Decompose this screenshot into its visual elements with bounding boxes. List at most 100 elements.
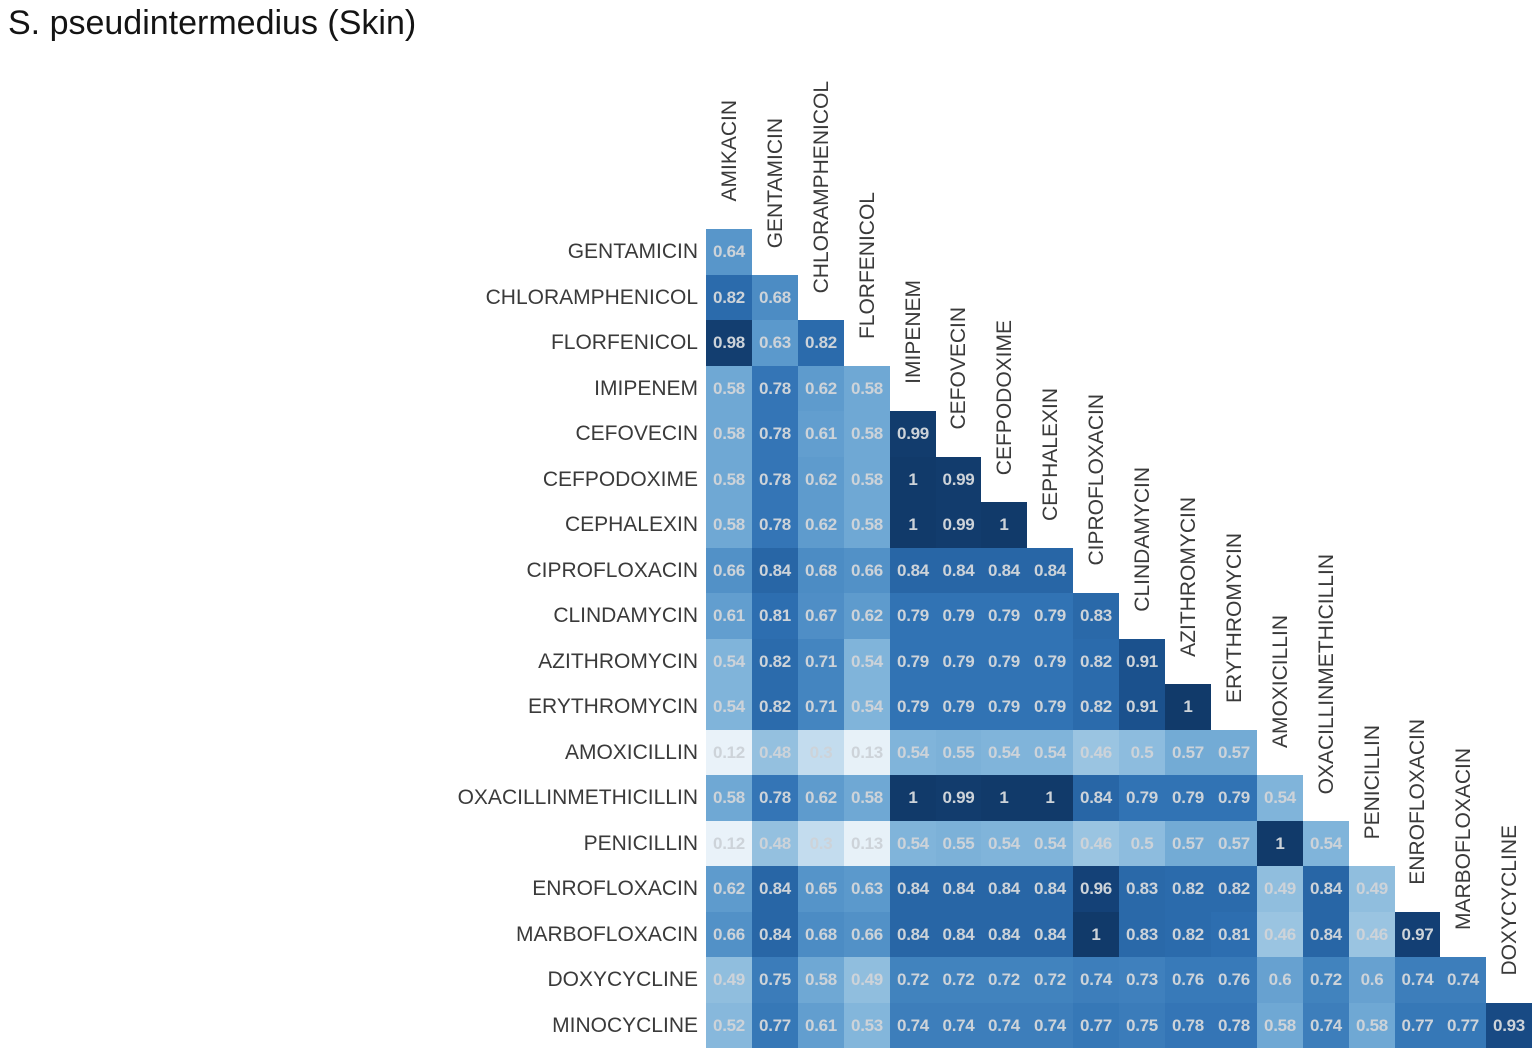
heatmap-cell: 0.66 [706,548,752,593]
heatmap-cell: 0.62 [798,775,844,821]
heatmap-cell: 0.5 [1119,730,1165,775]
heatmap-cell: 0.71 [798,684,844,730]
row-label: ENROFLOXACIN [532,877,698,900]
heatmap-cell: 0.84 [890,548,936,593]
row-label: AZITHROMYCIN [538,649,698,673]
heatmap-cell: 0.84 [890,866,936,912]
heatmap-cell: 0.99 [936,457,981,502]
heatmap-cell: 0.74 [1073,957,1119,1003]
heatmap-cell: 0.58 [844,457,890,502]
heatmap-cell: 0.79 [890,593,936,639]
heatmap-cell: 0.84 [981,548,1027,593]
heatmap-cell: 0.75 [1119,1003,1165,1048]
heatmap-cell: 0.54 [890,730,936,775]
heatmap-cell: 0.66 [706,912,752,957]
heatmap-cell: 0.58 [844,502,890,548]
heatmap-cell: 0.62 [706,866,752,912]
col-label: ERYTHROMYCIN [1222,533,1246,703]
heatmap-cell: 0.79 [981,593,1027,639]
heatmap-cell: 0.74 [890,1003,936,1048]
heatmap-cell: 0.58 [844,411,890,457]
heatmap-cell: 0.84 [1027,548,1073,593]
heatmap-cell: 0.84 [752,912,798,957]
row-label: FLORFENICOL [550,331,698,354]
col-label: AMOXICILLIN [1268,614,1292,748]
heatmap-cell: 0.58 [706,411,752,457]
heatmap-cell: 0.79 [1027,593,1073,639]
heatmap-cell: 0.53 [844,1003,890,1048]
heatmap-cell: 0.46 [1349,912,1395,957]
heatmap-cell: 0.58 [706,366,752,411]
heatmap-cell: 0.49 [844,957,890,1003]
row-label: CEPHALEXIN [564,513,698,536]
heatmap-cell: 0.12 [706,730,752,775]
heatmap-cell: 0.54 [1027,821,1073,866]
heatmap-cell: 0.91 [1119,684,1165,730]
heatmap-cell: 0.54 [981,730,1027,775]
heatmap-cell: 0.71 [798,639,844,684]
heatmap-cell: 0.97 [1395,912,1440,957]
heatmap-cell: 0.82 [752,639,798,684]
heatmap-cell: 0.54 [890,821,936,866]
row-label: CEFPODOXIME [542,467,698,491]
heatmap-cell: 0.54 [844,639,890,684]
heatmap-cell: 0.82 [706,275,752,320]
page-title: S. pseudintermedius (Skin) [8,4,417,42]
heatmap-cell: 0.13 [844,821,890,866]
heatmap-cell: 0.99 [890,411,936,457]
heatmap-cell: 0.99 [936,502,981,548]
heatmap-cell: 0.81 [752,593,798,639]
heatmap-cell: 0.84 [981,912,1027,957]
heatmap-cell: 0.82 [1073,639,1119,684]
heatmap-cell: 0.74 [1027,1003,1073,1048]
heatmap-cell: 0.72 [890,957,936,1003]
heatmap-cell: 0.84 [1027,866,1073,912]
heatmap-cell: 0.78 [1165,1003,1211,1048]
heatmap-cell: 0.78 [752,366,798,411]
heatmap-cell: 0.81 [1211,912,1257,957]
col-label: FLORFENICOL [855,191,879,339]
heatmap-cell: 0.84 [981,866,1027,912]
heatmap-cell: 0.91 [1119,639,1165,684]
heatmap-cell: 0.54 [1303,821,1349,866]
col-label: CIPROFLOXACIN [1084,394,1108,566]
heatmap-cell: 0.82 [1211,866,1257,912]
heatmap-cell: 1 [890,502,936,548]
heatmap-cell: 0.79 [936,593,981,639]
heatmap-cell: 0.49 [1349,866,1395,912]
heatmap-cell: 0.78 [752,775,798,821]
heatmap-cell: 0.79 [1027,639,1073,684]
row-label: OXACILLINMETHICILLIN [457,786,698,809]
heatmap-cell: 0.79 [1027,684,1073,730]
heatmap-cell: 1 [1073,912,1119,957]
heatmap-cell: 0.12 [706,821,752,866]
col-label: DOXYCYCLINE [1497,825,1521,976]
heatmap-cell: 0.13 [844,730,890,775]
heatmap-cell: 0.84 [1303,912,1349,957]
heatmap-cell: 0.77 [1440,1003,1486,1048]
row-label: CIPROFLOXACIN [526,558,698,582]
heatmap-cell: 0.58 [798,957,844,1003]
heatmap-cell: 0.58 [706,457,752,502]
heatmap-cell: 0.84 [752,866,798,912]
heatmap-cell: 0.66 [844,548,890,593]
heatmap-cell: 0.65 [798,866,844,912]
heatmap-cell: 0.72 [1027,957,1073,1003]
heatmap-cell: 0.48 [752,730,798,775]
heatmap-cell: 1 [890,457,936,502]
heatmap-cell: 0.57 [1165,821,1211,866]
col-label: CEPHALEXIN [1038,387,1062,521]
heatmap-cell: 0.67 [798,593,844,639]
heatmap-cell: 0.46 [1073,730,1119,775]
heatmap-cell: 0.5 [1119,821,1165,866]
heatmap-cell: 1 [890,775,936,821]
heatmap-cell: 0.84 [890,912,936,957]
heatmap-cell: 0.79 [890,684,936,730]
heatmap-cell: 0.49 [706,957,752,1003]
heatmap-cell: 0.66 [844,912,890,957]
heatmap-cell: 0.55 [936,730,981,775]
heatmap-cell: 0.96 [1073,866,1119,912]
heatmap-cell: 0.74 [1440,957,1486,1003]
heatmap-cell: 0.61 [798,411,844,457]
